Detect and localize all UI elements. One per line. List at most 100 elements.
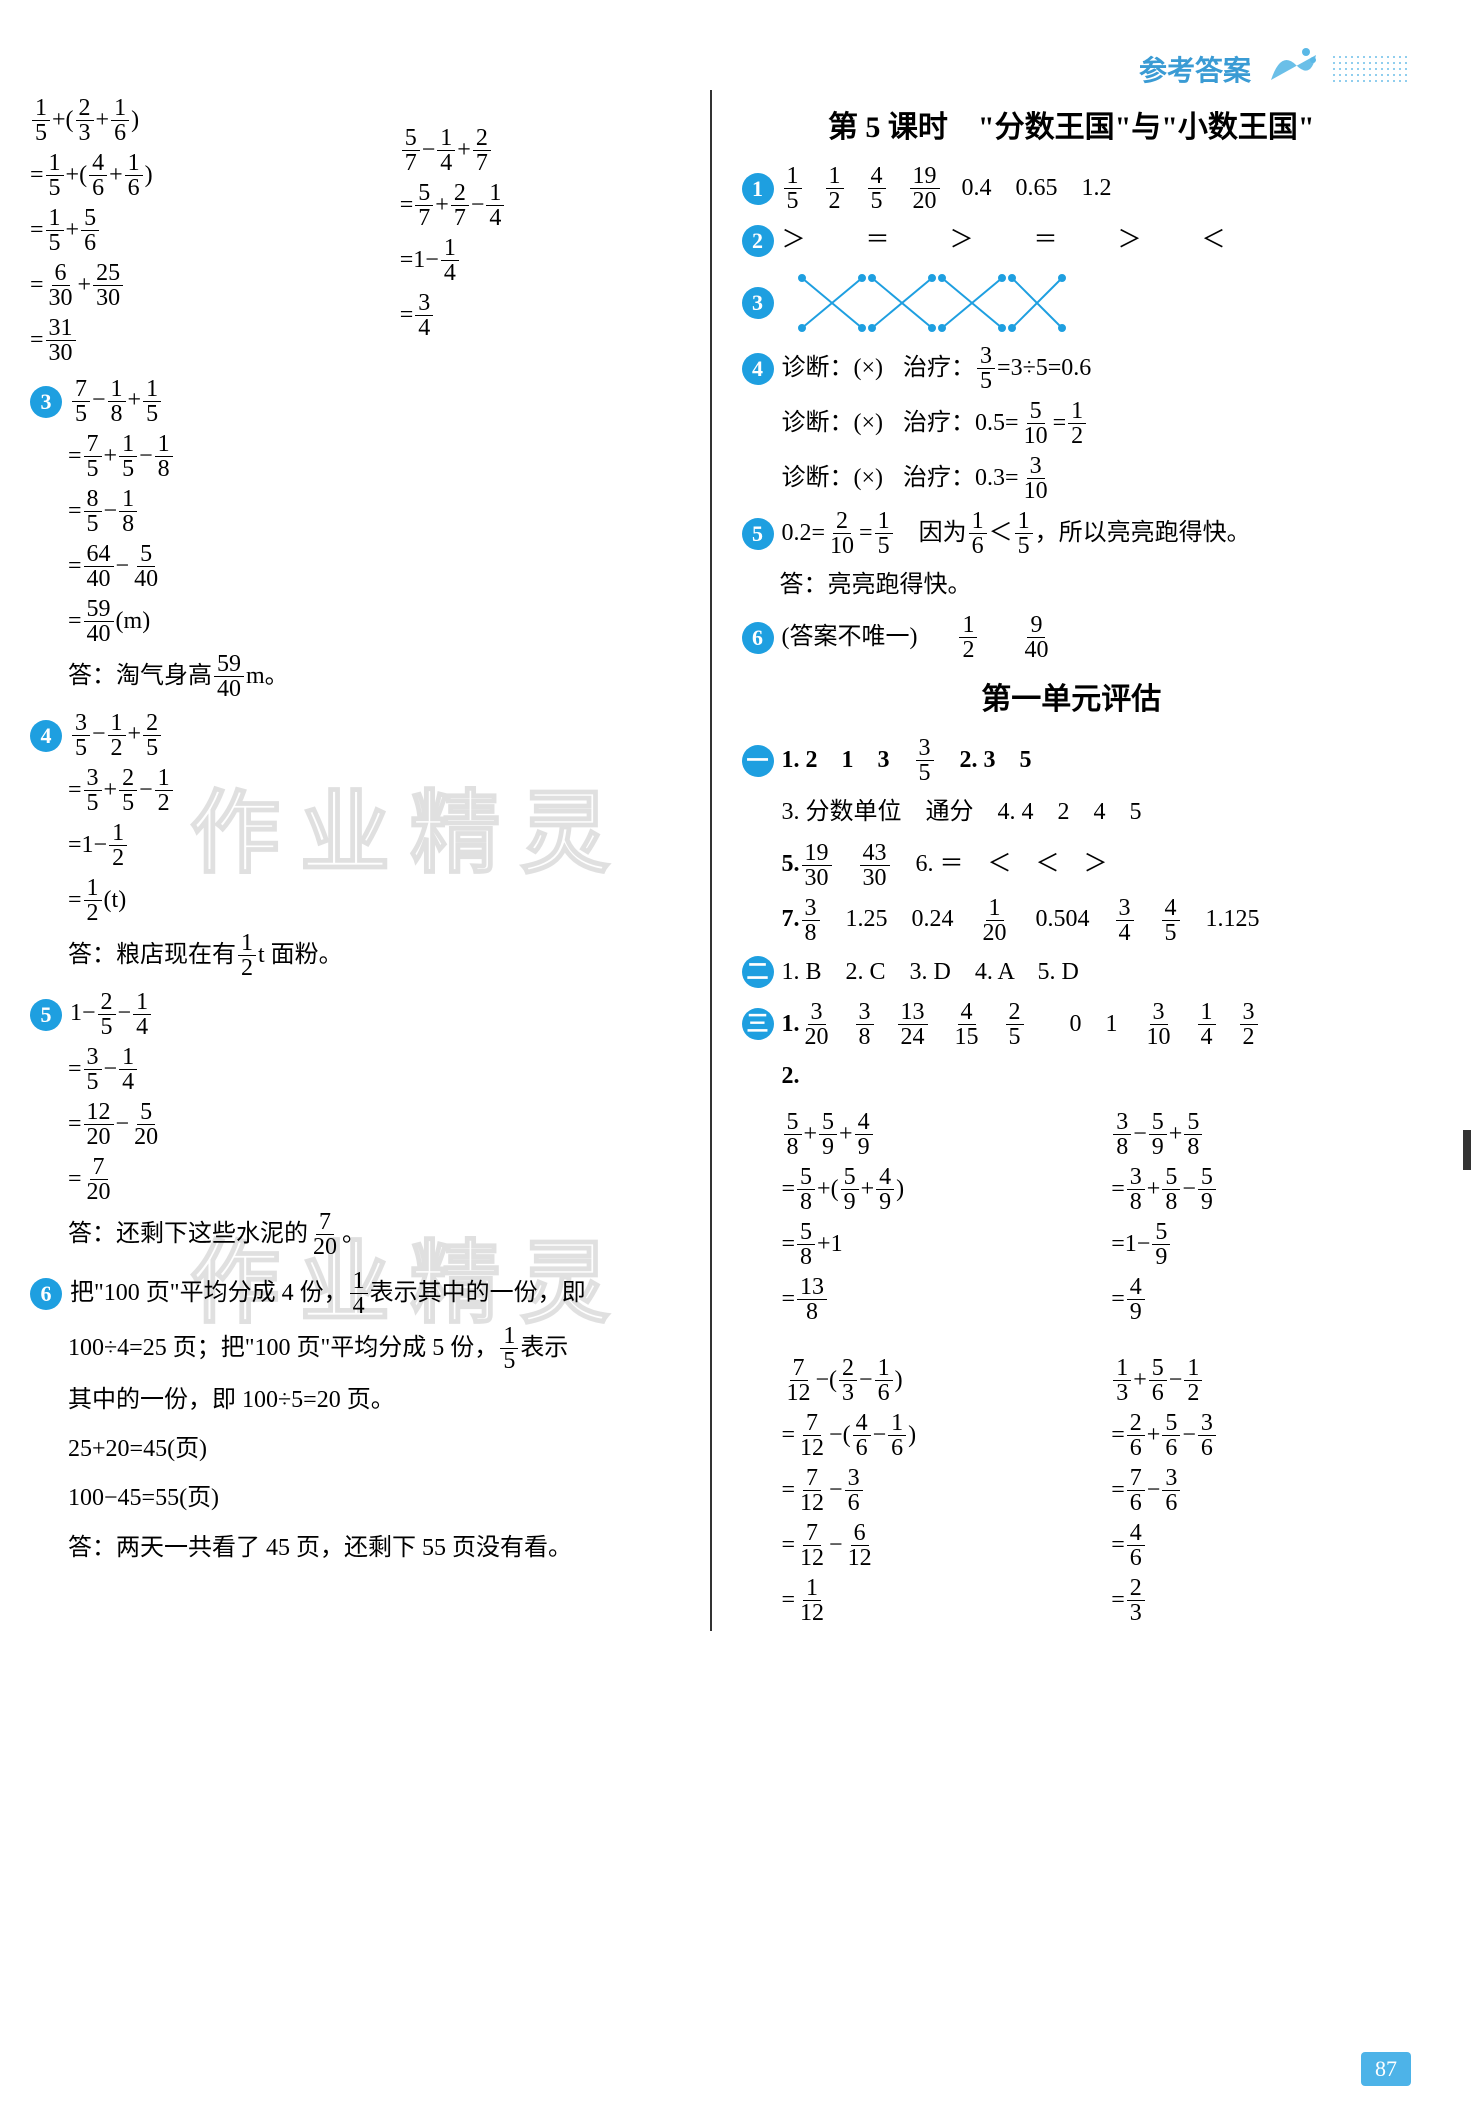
q4-first-line: 35−12+25 <box>70 711 163 760</box>
page-number: 87 <box>1361 2052 1411 2086</box>
q5-ans-pre: 答：还剩下这些水泥的 <box>68 1213 308 1256</box>
badge-3: 3 <box>30 386 62 418</box>
s1-l7m1: 1.25 0.24 <box>822 898 978 941</box>
s1-l1b: 2. 3 5 <box>936 739 1032 782</box>
q4-answer: 答：粮店现在有 12 t 面粉。 <box>68 931 690 980</box>
q3-ans-pre: 答：淘气身高 <box>68 655 212 698</box>
badge-sec3: 三 <box>742 1008 774 1040</box>
rq5-f4: 15 <box>1013 509 1035 558</box>
r-q6: 6 (答案不唯一) 12 940 <box>742 613 1402 662</box>
unit-title: 第一单元评估 <box>742 674 1402 718</box>
s1-l7g <box>1136 898 1160 941</box>
rq2-symbols: ＞ ＝ ＞ ＝ ＞ ＜ <box>782 219 1244 262</box>
q3-ans-frac: 5940 <box>212 652 246 701</box>
page: 参考答案 15+(23+16)=15+(46+16)=15+56=630+253… <box>0 0 1471 2116</box>
q3-ans-post: m。 <box>246 655 289 698</box>
rq5-mid1: = <box>859 512 873 555</box>
s3-r1-fracs2: 3101432 <box>1142 1000 1280 1049</box>
q5-answer: 答：还剩下这些水泥的 720 。 <box>68 1210 690 1259</box>
q6-line5: 100−45=55(页) <box>68 1477 690 1520</box>
s1-l1a: 1. 2 1 3 <box>782 739 914 782</box>
q3-answer: 答：淘气身高 5940 m。 <box>68 652 690 701</box>
q6-t2b: 表示 <box>520 1327 568 1370</box>
left-q4: 4 35−12+25 =35+25−12=1−12=12(t) 答：粮店现在有 … <box>30 711 690 980</box>
header-dots <box>1331 54 1411 84</box>
eq-top-a: 15+(23+16)=15+(46+16)=15+56=630+2530=313… <box>30 90 320 371</box>
badge-r1: 1 <box>742 173 774 205</box>
header-title: 参考答案 <box>1139 49 1251 89</box>
content-columns: 15+(23+16)=15+(46+16)=15+56=630+2530=313… <box>30 90 1421 1631</box>
badge-sec1: 一 <box>742 745 774 777</box>
s1-l7f4: 45 <box>1160 896 1182 945</box>
q6-line4: 25+20=45(页) <box>68 1428 690 1471</box>
left-column: 15+(23+16)=15+(46+16)=15+56=630+2530=313… <box>30 90 710 1631</box>
cross-diagram <box>792 268 1072 338</box>
s3-pA-left: 58+59+49=58+(59+49)=58+1=138 <box>782 1104 1072 1330</box>
rq5-pre: 0.2= <box>782 512 826 555</box>
eq-pair-top: 15+(23+16)=15+(46+16)=15+56=630+2530=313… <box>30 90 690 371</box>
badge-4: 4 <box>30 720 62 752</box>
s1-l5b: 6. ＝ ＜ ＜ ＞ <box>892 843 1108 886</box>
q3-first-line: 75−18+15 <box>70 377 163 426</box>
q5-ans-post: 。 <box>342 1213 366 1256</box>
s1-l7m2: 0.504 <box>1012 898 1114 941</box>
s1-l7f2: 120 <box>978 896 1012 945</box>
rq5-answer: 答：亮亮跑得快。 <box>780 564 1402 607</box>
q4-ans-pre: 答：粮店现在有 <box>68 934 236 977</box>
rq1-fracs: 1512451920 <box>782 164 962 213</box>
s3-pB-left: 712−(23−16)=712−(46−16)=712−36=712−612=1… <box>782 1350 1072 1631</box>
q6-t1b: 表示其中的一份，即 <box>370 1272 586 1315</box>
q6-frac2: 15 <box>498 1324 520 1373</box>
s1-l5f1: 1930 <box>800 841 834 890</box>
s1-l3: 3. 分数单位 通分 4. 4 2 4 5 <box>782 791 1402 834</box>
s1-l1f: 35 <box>914 736 936 785</box>
s1-l5g <box>834 843 858 886</box>
s3-r2-label: 2. <box>782 1055 800 1098</box>
s3-r1mid: 0 1 <box>1046 1003 1142 1046</box>
rq5-f2: 15 <box>873 509 895 558</box>
q6-frac1: 14 <box>348 1269 370 1318</box>
q3-steps: =75+15−18=85−18=6440−540=5940(m) <box>68 432 690 646</box>
rq6-f1: 12 <box>957 613 979 662</box>
q6-line6: 答：两天一共看了 45 页，还剩下 55 页没有看。 <box>68 1527 690 1570</box>
s3-r1pre: 1. <box>782 1003 800 1046</box>
rq5-f1: 210 <box>825 509 859 558</box>
section-1: 一 1. 2 1 3 35 2. 3 5 3. 分数单位 通分 4. 4 2 4… <box>742 736 1402 944</box>
s1-l5f2: 4330 <box>858 841 892 890</box>
q6-line3: 其中的一份，即 100÷5=20 页。 <box>68 1379 690 1422</box>
badge-6: 6 <box>30 1278 62 1310</box>
badge-r2: 2 <box>742 225 774 257</box>
edge-bar <box>1463 1130 1471 1170</box>
page-header: 参考答案 <box>1139 40 1411 97</box>
q5-first-line: 1−25−14 <box>70 990 153 1039</box>
rq5-f3: 16 <box>967 509 989 558</box>
r-q1: 1 1512451920 0.4 0.65 1.2 <box>742 164 1402 213</box>
s1-l5: 5. 1930 4330 6. ＝ ＜ ＜ ＞ <box>782 841 1402 890</box>
left-q6: 6 把"100 页"平均分成 4 份， 14 表示其中的一份，即 100÷4=2… <box>30 1269 690 1570</box>
s3-r1-fracs: 32038132441525 <box>800 1000 1046 1049</box>
s3-pA-right: 38−59+58=38+58−59=1−59=49 <box>1111 1104 1401 1330</box>
rq5-tail: ，所以亮亮跑得快。 <box>1035 512 1251 555</box>
section-2: 二 1. B 2. C 3. D 4. A 5. D <box>742 951 1402 994</box>
s3-row2: 2. <box>782 1055 1402 1098</box>
s1-l7f3: 34 <box>1114 896 1136 945</box>
r-q5: 5 0.2= 210 = 15 因为 16 ＜ 15 ，所以亮亮跑得快。 <box>742 509 1402 558</box>
r-q3: 3 <box>742 268 1402 338</box>
s1-l7e: 1.125 <box>1182 898 1260 941</box>
badge-5: 5 <box>30 999 62 1031</box>
rq5-lt: ＜ <box>989 512 1013 555</box>
splash-icon <box>1261 40 1321 97</box>
eq-top-b: 57−14+27=57+27−14=1−14=34 <box>400 120 690 371</box>
right-column: 第 5 课时 "分数王国"与"小数王国" 1 1512451920 0.4 0.… <box>710 90 1422 1631</box>
r-q2: 2 ＞ ＝ ＞ ＝ ＞ ＜ <box>742 219 1402 262</box>
q5-ans-frac: 720 <box>308 1210 342 1259</box>
section-3: 三 1. 32038132441525 0 1 3101432 2. 58+59… <box>742 1000 1402 1631</box>
s2-text: 1. B 2. C 3. D 4. A 5. D <box>782 951 1079 994</box>
rq6-text: (答案不唯一) <box>782 616 918 659</box>
rq1-decimals: 0.4 0.65 1.2 <box>962 167 1112 210</box>
q4-ans-frac: 12 <box>236 931 258 980</box>
r-q4: 4诊断：(×)治疗：35=3÷5=0.6诊断：(×)治疗：0.5=510=12诊… <box>742 344 1402 503</box>
q4-ans-post: t 面粉。 <box>258 934 343 977</box>
q6-t2a: 100÷4=25 页；把"100 页"平均分成 5 份， <box>68 1327 498 1370</box>
q6-t1a: 把"100 页"平均分成 4 份， <box>70 1272 348 1315</box>
